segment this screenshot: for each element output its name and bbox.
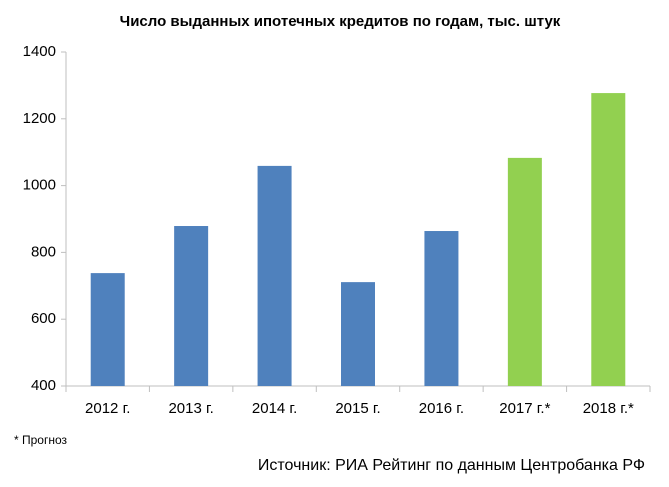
x-tick-label: 2014 г. <box>252 400 297 417</box>
x-tick-label: 2017 г.* <box>499 400 550 417</box>
y-tick-label: 1400 <box>23 43 56 60</box>
y-tick-label: 600 <box>31 310 56 327</box>
x-tick-label: 2013 г. <box>168 400 213 417</box>
x-tick-label: 2018 г.* <box>583 400 634 417</box>
bar <box>174 226 209 386</box>
x-tick-label: 2015 г. <box>335 400 380 417</box>
bar <box>424 231 459 386</box>
y-tick-label: 1200 <box>23 110 56 127</box>
y-tick-label: 800 <box>31 243 56 260</box>
source: Источник: РИА Рейтинг по данным Центроба… <box>258 457 645 474</box>
y-tick-label: 1000 <box>23 177 56 194</box>
bar <box>341 282 375 386</box>
bar <box>257 165 292 386</box>
footnote: * Прогноз <box>14 433 68 447</box>
bar <box>591 93 626 386</box>
bar <box>507 157 542 386</box>
bar <box>90 273 125 386</box>
y-tick-label: 400 <box>31 377 56 394</box>
chart-title: Число выданных ипотечных кредитов по год… <box>120 13 561 30</box>
x-tick-label: 2012 г. <box>85 400 130 417</box>
x-tick-label: 2016 г. <box>419 400 464 417</box>
